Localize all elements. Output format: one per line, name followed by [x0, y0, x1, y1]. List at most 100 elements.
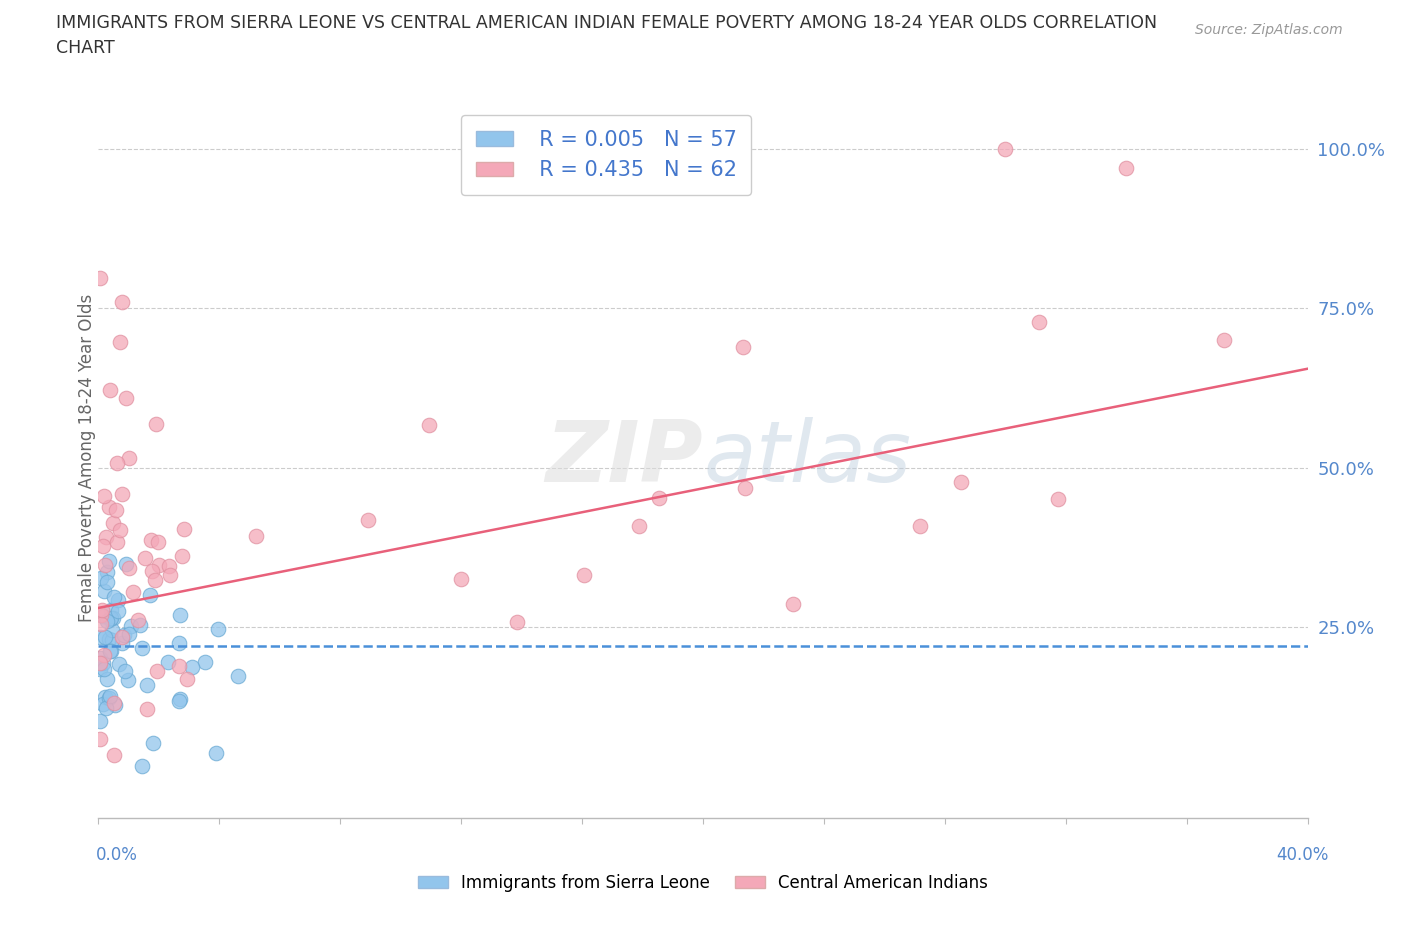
- Point: [145, 664, 167, 679]
- Point: [145, 417, 167, 432]
- Point: [108, 523, 131, 538]
- Point: [107, 604, 129, 618]
- Point: [103, 747, 125, 762]
- Point: [101, 632, 124, 647]
- Point: [96, 614, 118, 629]
- Point: [120, 618, 142, 633]
- Point: [89, 650, 111, 665]
- Point: [98, 690, 121, 705]
- Point: [96, 671, 118, 686]
- Point: [115, 556, 138, 571]
- Point: [91, 603, 114, 618]
- Point: [89, 731, 111, 746]
- Point: [91, 656, 114, 671]
- Point: [357, 512, 380, 527]
- Point: [142, 736, 165, 751]
- Point: [117, 672, 139, 687]
- Point: [169, 691, 191, 706]
- Point: [89, 271, 111, 286]
- Point: [97, 499, 120, 514]
- Point: [908, 519, 931, 534]
- Point: [111, 630, 134, 644]
- Point: [450, 571, 472, 586]
- Point: [101, 623, 124, 638]
- Point: [994, 141, 1017, 156]
- Point: [118, 561, 141, 576]
- Point: [207, 622, 229, 637]
- Point: [98, 688, 121, 703]
- Point: [245, 528, 267, 543]
- Point: [173, 521, 195, 536]
- Point: [143, 573, 166, 588]
- Point: [98, 383, 121, 398]
- Point: [89, 656, 111, 671]
- Text: CHART: CHART: [56, 39, 115, 57]
- Point: [572, 567, 595, 582]
- Point: [96, 575, 118, 590]
- Legend:   R = 0.005   N = 57,   R = 0.435   N = 62: R = 0.005 N = 57, R = 0.435 N = 62: [461, 115, 751, 195]
- Point: [98, 553, 121, 568]
- Point: [131, 641, 153, 656]
- Text: 40.0%: 40.0%: [1277, 846, 1329, 864]
- Point: [169, 658, 191, 673]
- Point: [89, 713, 111, 728]
- Point: [159, 567, 181, 582]
- Point: [96, 700, 118, 715]
- Point: [97, 631, 120, 646]
- Point: [90, 617, 112, 631]
- Point: [118, 627, 141, 642]
- Point: [418, 418, 440, 432]
- Point: [100, 603, 122, 618]
- Point: [108, 335, 131, 350]
- Point: [104, 698, 127, 712]
- Point: [176, 671, 198, 686]
- Point: [98, 644, 121, 658]
- Point: [136, 677, 159, 692]
- Point: [167, 636, 190, 651]
- Point: [94, 530, 117, 545]
- Point: [194, 655, 217, 670]
- Point: [1028, 315, 1050, 330]
- Point: [782, 596, 804, 611]
- Point: [131, 759, 153, 774]
- Point: [104, 502, 127, 517]
- Point: [169, 607, 191, 622]
- Point: [93, 689, 115, 704]
- Point: [146, 535, 169, 550]
- Point: [101, 611, 124, 626]
- Point: [156, 654, 179, 669]
- Point: [100, 644, 122, 658]
- Point: [141, 533, 163, 548]
- Point: [734, 481, 756, 496]
- Point: [114, 663, 136, 678]
- Point: [204, 746, 226, 761]
- Point: [157, 558, 180, 573]
- Point: [103, 696, 125, 711]
- Point: [108, 657, 131, 671]
- Point: [167, 693, 190, 708]
- Point: [731, 340, 754, 355]
- Point: [100, 611, 122, 626]
- Point: [128, 618, 150, 632]
- Point: [94, 630, 117, 644]
- Point: [98, 612, 121, 627]
- Point: [91, 538, 114, 553]
- Point: [105, 456, 128, 471]
- Point: [90, 607, 112, 622]
- Point: [134, 551, 156, 565]
- Point: [91, 608, 114, 623]
- Point: [949, 475, 972, 490]
- Point: [96, 565, 118, 579]
- Y-axis label: Female Poverty Among 18-24 Year Olds: Female Poverty Among 18-24 Year Olds: [79, 294, 96, 622]
- Point: [111, 486, 134, 501]
- Point: [103, 515, 125, 530]
- Point: [136, 701, 159, 716]
- Point: [107, 592, 129, 607]
- Text: 0.0%: 0.0%: [96, 846, 138, 864]
- Point: [94, 558, 117, 573]
- Point: [93, 661, 115, 676]
- Point: [112, 628, 135, 643]
- Text: Source: ZipAtlas.com: Source: ZipAtlas.com: [1195, 23, 1343, 37]
- Point: [90, 570, 112, 585]
- Point: [141, 564, 163, 578]
